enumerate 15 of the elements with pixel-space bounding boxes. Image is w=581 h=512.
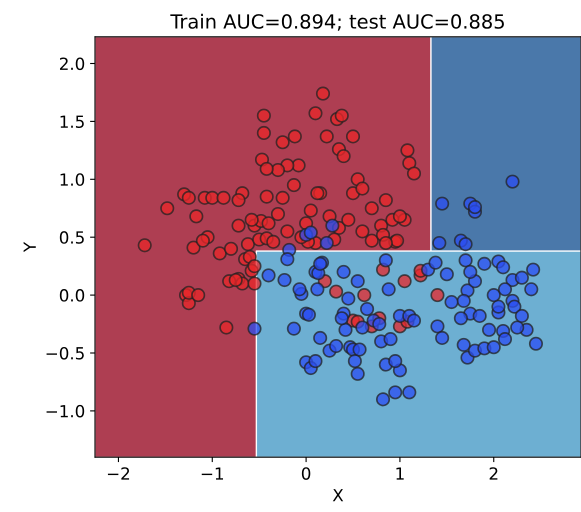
y-tick-label: −1.0 [46,404,84,418]
y-axis-title: Y [24,242,36,252]
x-tick-label: 2 [490,467,498,480]
y-tick-label: 0.5 [60,231,84,244]
x-tick-label: 1 [396,467,404,480]
y-tick-label: 0.0 [60,289,84,302]
x-axis-title: X [332,489,344,502]
y-tick-label: −0.5 [46,346,84,360]
y-tick-label: 1.0 [60,173,84,186]
x-tick-label: −2 [108,467,130,480]
chart-title: Train AUC=0.894; test AUC=0.885 [170,14,504,31]
y-tick-label: 2.0 [60,57,84,70]
y-tick-label: 1.5 [60,116,84,128]
x-tick-label: −1 [202,467,224,480]
x-tick-label: 0 [302,467,310,480]
